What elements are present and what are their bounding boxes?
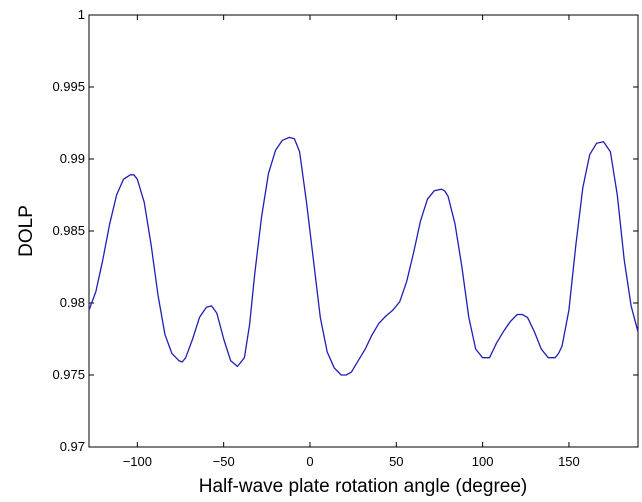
y-axis-ticks: 0.97 0.975 0.98 0.985 0.99 0.995 1 — [52, 7, 638, 454]
y-axis-label: DOLP — [16, 205, 37, 257]
x-tick-label: 0 — [306, 454, 313, 469]
y-tick-label: 0.975 — [52, 367, 85, 382]
x-axis-ticks: −100 −50 0 50 100 150 — [123, 15, 580, 469]
x-axis-label: Half-wave plate rotation angle (degree) — [199, 476, 527, 497]
y-tick-label: 0.985 — [52, 223, 85, 238]
x-tick-label: 150 — [558, 454, 580, 469]
x-tick-label: −100 — [123, 454, 152, 469]
y-tick-label: 0.98 — [60, 295, 85, 310]
x-tick-label: −50 — [213, 454, 235, 469]
series-line-dolp — [88, 136, 639, 376]
x-tick-label: 50 — [389, 454, 403, 469]
x-tick-label: 100 — [472, 454, 494, 469]
y-tick-label: 0.995 — [52, 79, 85, 94]
y-tick-label: 0.99 — [60, 151, 85, 166]
y-tick-label: 0.97 — [60, 439, 85, 454]
y-tick-label: 1 — [78, 7, 85, 22]
